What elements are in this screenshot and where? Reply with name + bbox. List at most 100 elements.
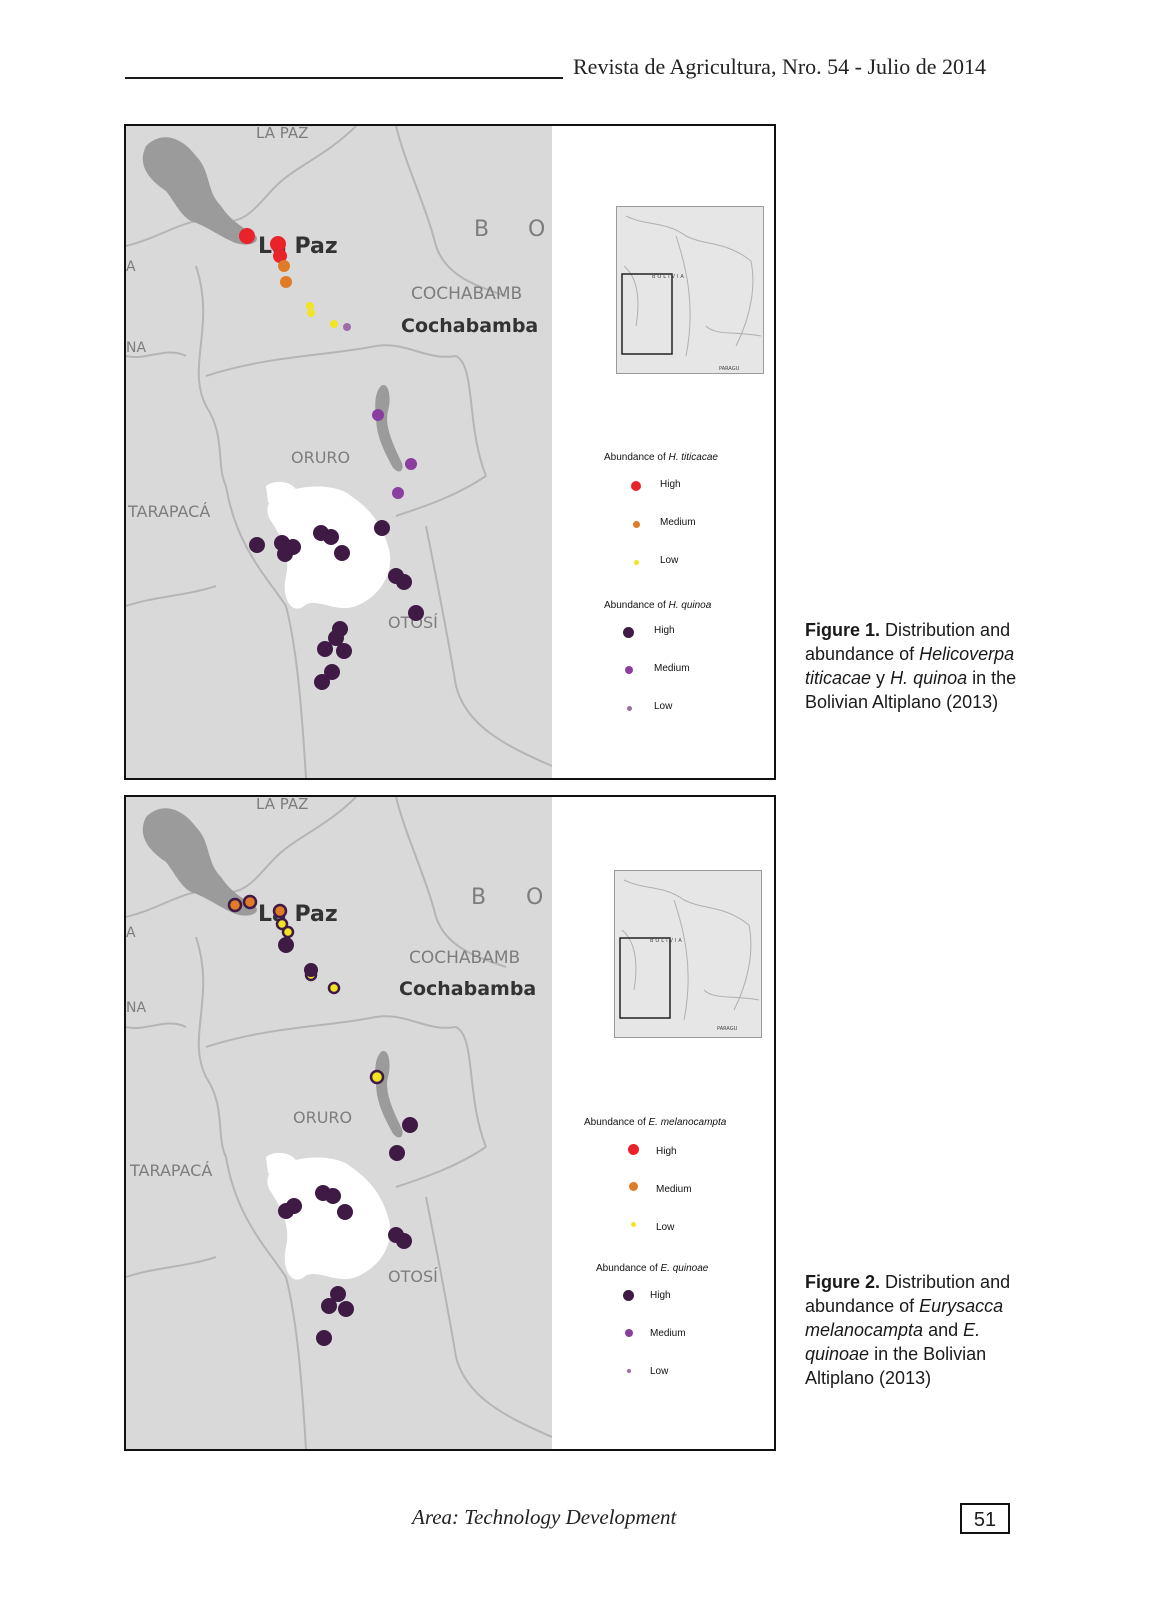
legend-quinoae: Abundance of E. quinoae High Medium Low xyxy=(596,1263,756,1383)
point-low-melanocampta xyxy=(281,925,295,939)
legend-label-medium: Medium xyxy=(650,1328,686,1339)
map-background xyxy=(126,797,552,1449)
label-tarapaca: TARAPACÁ xyxy=(129,1161,212,1180)
legend-title: Abundance of H. quinoa xyxy=(604,600,712,611)
legend-label-high: High xyxy=(660,479,681,490)
inset-map-figure-2: BOLIVIA PARAGU xyxy=(614,870,762,1038)
label-na: NA xyxy=(126,1000,146,1016)
melanocampta-points xyxy=(227,894,385,1085)
figure-2-caption: Figure 2. Distribution and abundance of … xyxy=(805,1272,1011,1388)
label-la-paz-dept: LA PAZ xyxy=(256,126,308,142)
point-high-quinoa xyxy=(334,545,350,561)
legend-label-low: Low xyxy=(660,555,679,566)
legend-dot-high xyxy=(623,627,634,638)
label-b: B xyxy=(474,217,489,242)
legend-label-low: Low xyxy=(650,1366,669,1377)
salar-coipasa xyxy=(266,1152,298,1177)
point-high-quinoae xyxy=(278,937,294,953)
legend-label-high: High xyxy=(654,625,675,636)
label-o: O xyxy=(528,217,545,242)
point-high-quinoa xyxy=(396,574,412,590)
point-medium-melanocampta xyxy=(227,897,243,913)
legend-dot-high xyxy=(628,1144,639,1155)
legend-title: Abundance of E. quinoae xyxy=(596,1263,709,1274)
inset-background xyxy=(616,206,764,374)
point-medium-quinoa xyxy=(372,409,384,421)
legend-dot-high xyxy=(631,481,641,491)
legend-dot-medium xyxy=(625,666,633,674)
inset-borders xyxy=(621,879,760,1021)
point-high-quinoae xyxy=(304,963,318,977)
point-high-quinoae xyxy=(316,1330,332,1346)
label-b: B xyxy=(471,885,486,910)
legend-label-low: Low xyxy=(656,1222,675,1233)
point-medium-melanocampta xyxy=(242,894,258,910)
label-a-edge: A xyxy=(126,259,136,275)
inset-label-paraguay: PARAGU xyxy=(719,366,740,372)
point-high-quinoae xyxy=(325,1188,341,1204)
legend-title: Abundance of H. titicacae xyxy=(604,452,718,463)
legend-label-low: Low xyxy=(654,701,673,712)
legend-dot-medium xyxy=(633,521,640,528)
point-high-quinoa xyxy=(408,605,424,621)
point-low-quinoa xyxy=(343,323,351,331)
lake-poopo xyxy=(375,385,403,472)
legend-label-high: High xyxy=(656,1146,677,1157)
point-low-melanocampta xyxy=(275,917,289,931)
label-potosi: OTOSÍ xyxy=(388,1267,438,1286)
point-high-quinoae xyxy=(321,1298,337,1314)
point-high-quinoae xyxy=(338,1301,354,1317)
point-high-quinoae xyxy=(396,1233,412,1249)
point-high-titicacae xyxy=(270,236,286,252)
label-a-edge: A xyxy=(126,925,136,941)
point-medium-titicacae xyxy=(278,260,290,272)
point-high-quinoae xyxy=(337,1204,353,1220)
point-high-quinoa xyxy=(314,674,330,690)
legend-dot-medium xyxy=(629,1182,638,1191)
inset-label-paraguay: PARAGU xyxy=(717,1026,738,1032)
legend-dot-low xyxy=(627,1369,631,1373)
figure-1: LA PAZ La Paz B O COCHABAMB Cochabamba O… xyxy=(124,124,776,780)
map-figure-1: LA PAZ La Paz B O COCHABAMB Cochabamba O… xyxy=(126,126,552,778)
label-o: O xyxy=(526,885,543,910)
legend-label-medium: Medium xyxy=(656,1184,692,1195)
inset-highlight xyxy=(621,273,673,355)
legend-dot-low xyxy=(634,560,639,565)
salar-coipasa xyxy=(266,481,298,506)
legend-dot-high xyxy=(623,1290,634,1301)
point-high-titicacae xyxy=(273,249,287,263)
point-low-melanocampta xyxy=(369,1069,385,1085)
salar-de-uyuni xyxy=(267,486,391,609)
point-high-quinoa xyxy=(317,641,333,657)
footer-area: Area: Technology Development xyxy=(412,1505,677,1529)
legend-label-high: High xyxy=(650,1290,671,1301)
label-la-paz-city: La Paz xyxy=(258,902,338,927)
legend-dot-low xyxy=(627,706,632,711)
point-high-quinoae xyxy=(330,1286,346,1302)
point-high-quinoa xyxy=(374,520,390,536)
point-medium-titicacae xyxy=(280,276,292,288)
inset-label-bolivia: BOLIVIA xyxy=(652,274,686,280)
department-borders xyxy=(126,797,552,1449)
header-rule xyxy=(125,77,563,79)
map-figure-2: LA PAZ La Paz B O COCHABAMB Cochabamba O… xyxy=(126,797,552,1449)
label-na: NA xyxy=(126,340,146,356)
point-low-melanocampta xyxy=(327,981,341,995)
inset-map-figure-1: BOLIVIA PARAGU xyxy=(616,206,764,374)
point-low-titicacae xyxy=(330,320,338,328)
point-high-quinoae xyxy=(402,1117,418,1133)
point-high-titicacae xyxy=(239,228,255,244)
point-high-quinoae xyxy=(278,1203,294,1219)
point-high-quinoa xyxy=(328,630,344,646)
label-la-paz-dept: LA PAZ xyxy=(256,797,308,813)
inset-borders xyxy=(623,215,762,357)
point-medium-quinoa xyxy=(392,487,404,499)
lake-titicaca xyxy=(142,808,257,916)
legend-label-medium: Medium xyxy=(654,663,690,674)
label-oruro: ORURO xyxy=(291,448,350,467)
point-high-quinoa xyxy=(249,537,265,553)
page-number: 51 xyxy=(960,1503,1010,1534)
point-high-quinoae xyxy=(389,1145,405,1161)
label-tarapaca: TARAPACÁ xyxy=(127,502,210,521)
point-medium-melanocampta xyxy=(272,903,288,919)
